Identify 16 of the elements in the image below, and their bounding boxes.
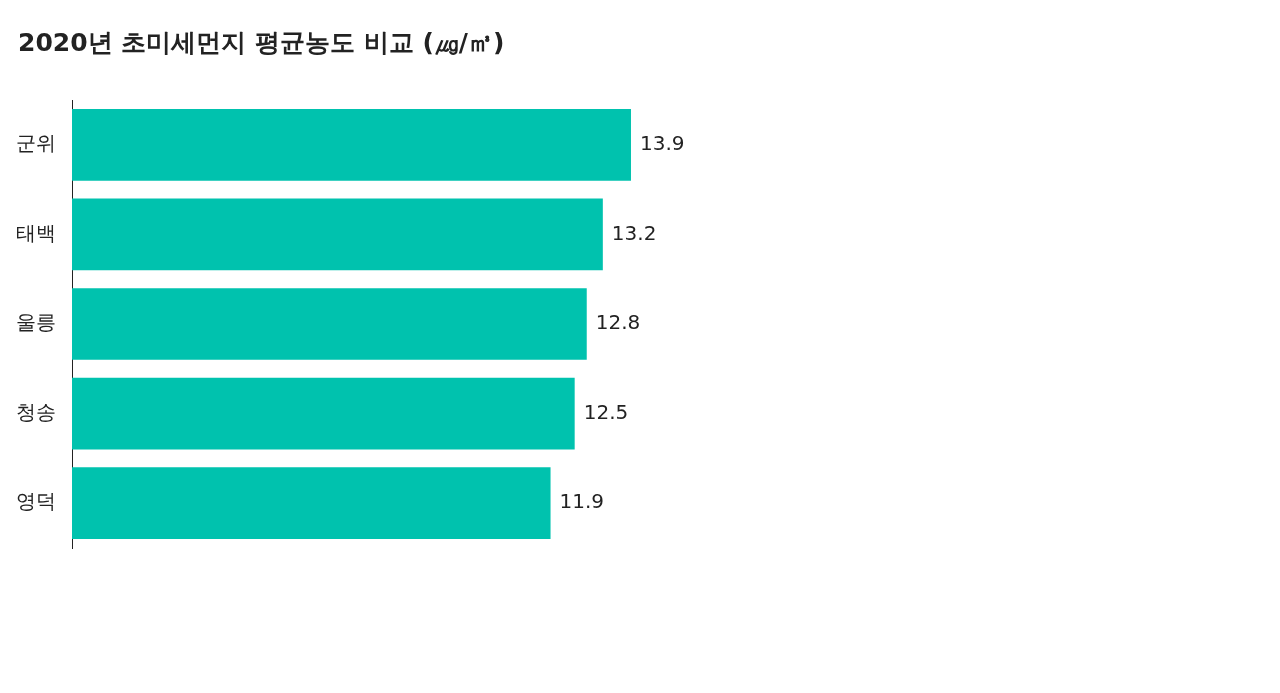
data-label: 12.5 [583,399,629,424]
bar [72,108,631,181]
y-tick-label: 군위 [16,131,56,155]
y-tick-label: 영덕 [16,489,56,514]
bar [72,198,603,271]
data-label: 12.8 [595,310,641,335]
data-label: 13.9 [639,131,685,155]
y-tick-label: 태백 [16,220,56,245]
bar [72,288,587,360]
chart-title: 2020년 초미세먼지 평균농도 비교 (㎍/㎥) [18,27,505,59]
data-label: 13.2 [611,220,657,245]
bar [72,377,575,450]
data-label: 11.9 [559,489,605,514]
y-tick-label: 청송 [16,399,56,424]
bar [72,467,551,540]
y-tick-label: 울릉 [16,310,56,335]
